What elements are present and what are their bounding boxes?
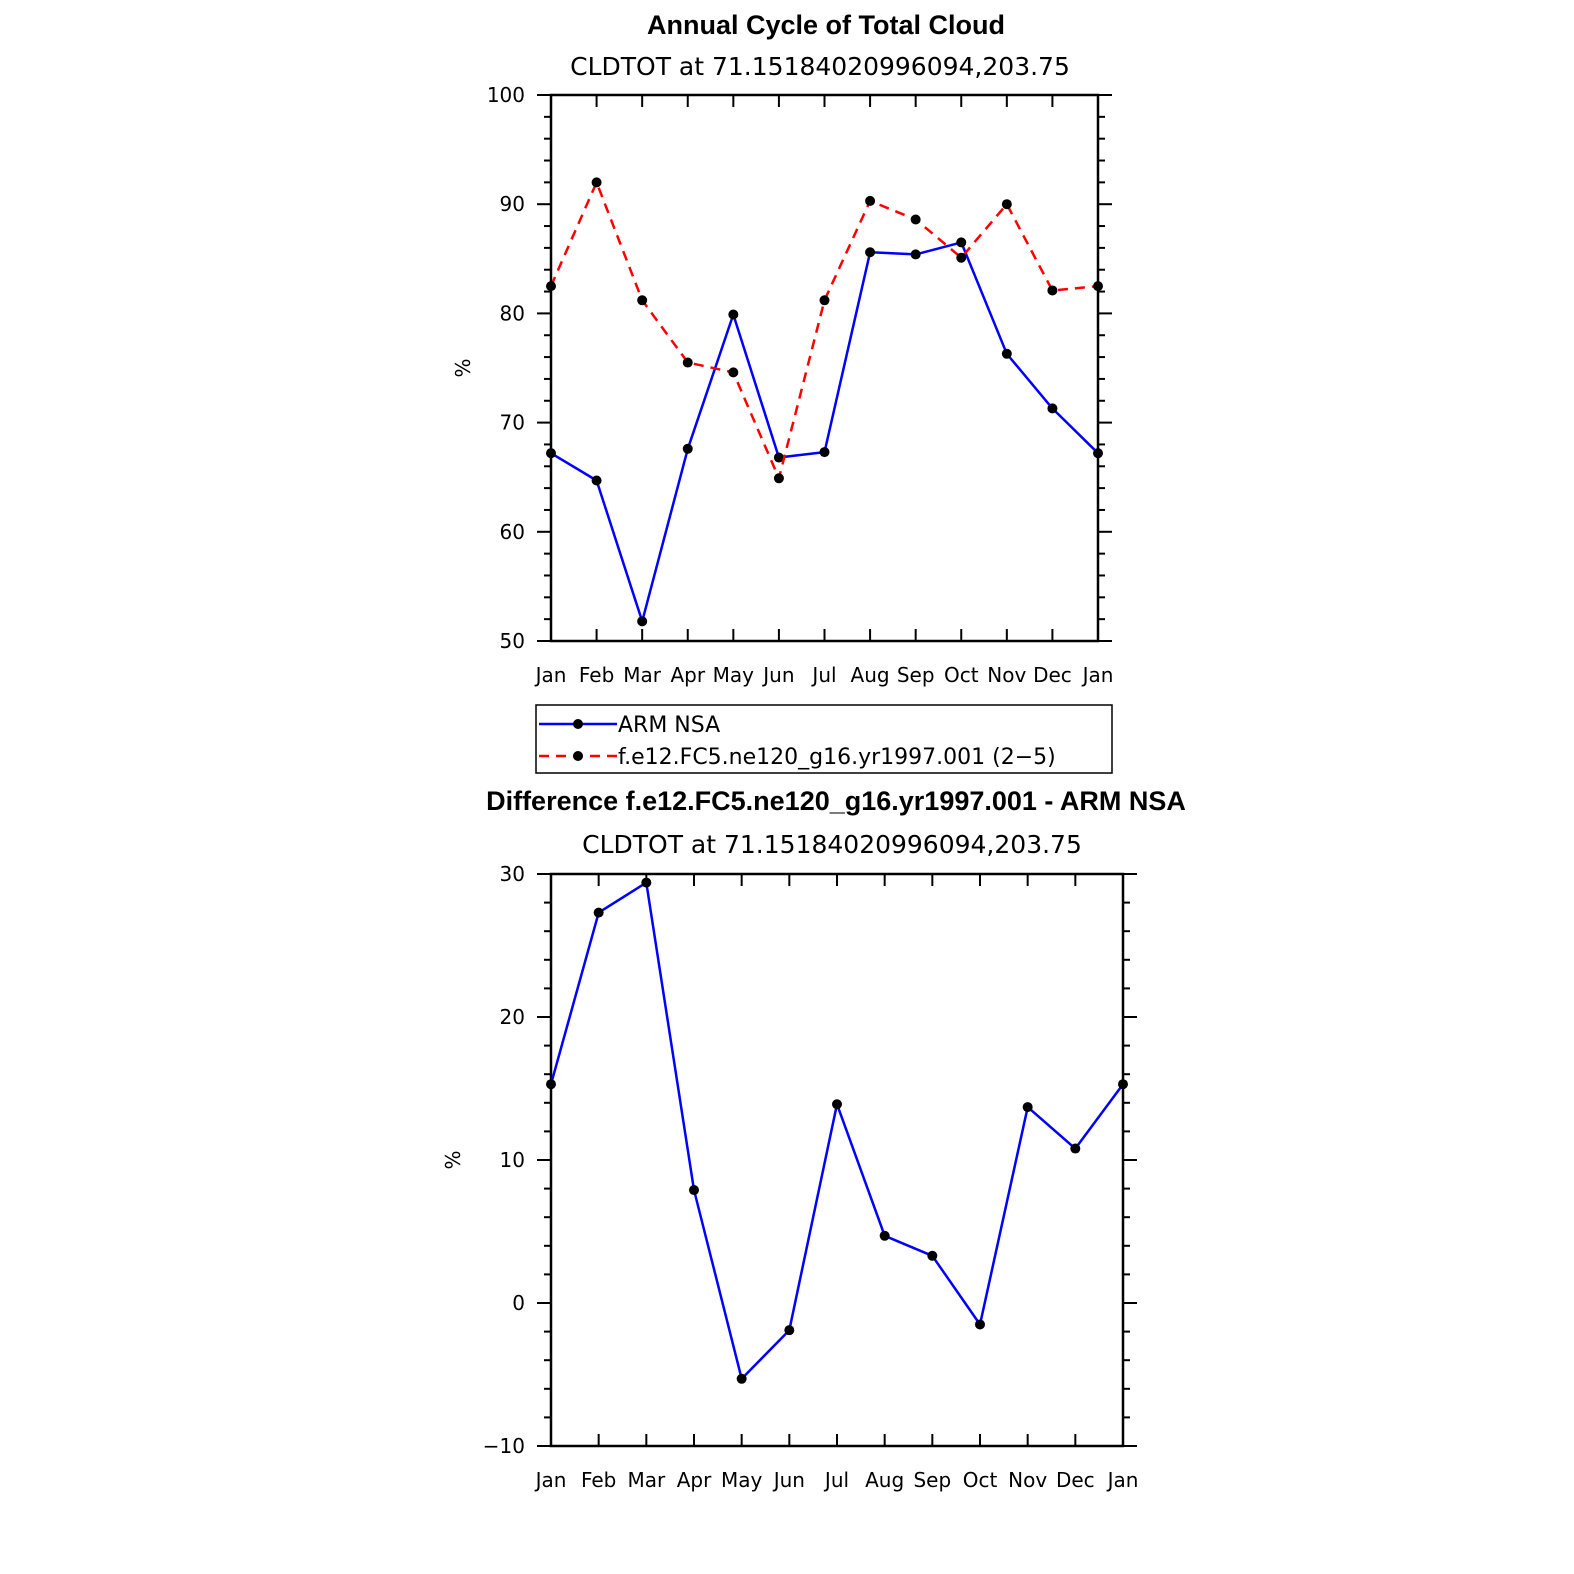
legend-box <box>535 704 1113 774</box>
data-point <box>819 295 830 306</box>
data-point <box>546 281 556 292</box>
data-point <box>1001 199 1012 210</box>
plot-frame <box>549 93 1100 643</box>
chart-title: Annual Cycle of Total Cloud <box>647 10 1005 40</box>
data-point <box>637 295 648 306</box>
x-tick-label: Apr <box>670 663 705 687</box>
chart-subtitle: CLDTOT at 71.15184020996094,203.75 <box>582 830 1082 859</box>
data-point <box>1070 1143 1081 1154</box>
data-point <box>641 877 652 888</box>
data-point <box>956 252 967 263</box>
x-tick-label: May <box>721 1468 763 1492</box>
x-tick-label: Feb <box>579 663 614 687</box>
data-point <box>927 1250 938 1261</box>
x-tick-label: May <box>713 663 755 687</box>
x-tick-label: Nov <box>987 663 1026 687</box>
data-point <box>689 1185 699 1196</box>
difference-chart: Difference f.e12.FC5.ne120_g16.yr1997.00… <box>441 786 1186 1492</box>
x-tick-label: Jul <box>810 663 836 687</box>
data-point <box>910 249 921 260</box>
x-tick-label: Sep <box>913 1468 951 1492</box>
data-point <box>1093 281 1103 292</box>
x-tick-label: Dec <box>1033 663 1072 687</box>
data-point <box>879 1230 890 1241</box>
legend-marker-arm <box>573 719 583 729</box>
data-point <box>773 452 784 463</box>
legend-marker-model <box>573 751 583 761</box>
data-point <box>593 907 604 918</box>
data-point <box>910 214 921 225</box>
axes: Jan Feb Mar Apr May Jun Jul Aug Sep Oct Nov Dec Jan 5… <box>487 83 1114 687</box>
data-point <box>637 616 648 627</box>
y-tick-label: 20 <box>500 1005 525 1029</box>
data-point <box>865 247 876 258</box>
data-point <box>1118 1079 1128 1090</box>
y-tick-label: 30 <box>500 862 525 886</box>
y-axis-label: % <box>451 358 475 377</box>
y-axis-label: % <box>441 1150 465 1169</box>
x-tick-label: Oct <box>963 1468 998 1492</box>
data-point <box>1047 285 1058 296</box>
x-tick-label: Oct <box>944 663 979 687</box>
data-point <box>975 1319 985 1330</box>
data-point <box>773 473 784 484</box>
legend-label-model: f.e12.FC5.ne120_g16.yr1997.001 (2−5) <box>618 745 1056 770</box>
x-tick-label: Sep <box>897 663 935 687</box>
x-tick-label: Feb <box>581 1468 616 1492</box>
axes: Jan Feb Mar Apr May Jun Jul Aug Sep Oct Nov Dec Jan−… <box>483 862 1139 1492</box>
x-tick-label: Mar <box>623 663 662 687</box>
y-tick-label: 90 <box>500 192 525 216</box>
plot-frame <box>549 872 1125 1448</box>
y-tick-label: 100 <box>487 83 525 107</box>
data-point <box>728 367 739 378</box>
y-tick-label: 60 <box>500 520 525 544</box>
x-tick-label: Nov <box>1008 1468 1047 1492</box>
data-point <box>591 177 602 188</box>
series-layer <box>546 177 1103 627</box>
x-tick-label: Aug <box>851 663 890 687</box>
data-point <box>1022 1102 1033 1113</box>
chart-subtitle: CLDTOT at 71.15184020996094,203.75 <box>570 52 1070 81</box>
annual-cycle-chart: Annual Cycle of Total Cloud CLDTOT at 71… <box>451 10 1114 774</box>
y-tick-label: 80 <box>500 301 525 325</box>
x-tick-label: Jun <box>772 1468 805 1492</box>
x-tick-label: Mar <box>627 1468 666 1492</box>
data-point <box>546 1079 556 1090</box>
y-tick-label: 10 <box>500 1148 525 1172</box>
data-point <box>682 357 693 368</box>
data-point <box>956 237 967 248</box>
data-point <box>591 475 602 486</box>
x-tick-label: Jun <box>761 663 794 687</box>
data-point <box>736 1373 747 1384</box>
chart-title: Difference f.e12.FC5.ne120_g16.yr1997.00… <box>486 786 1186 816</box>
y-tick-label: 0 <box>512 1291 525 1315</box>
legend-label-arm: ARM NSA <box>618 713 720 738</box>
x-tick-label: Jan <box>534 1468 567 1492</box>
data-point <box>1047 403 1058 414</box>
data-point <box>1093 448 1103 459</box>
x-tick-label: Aug <box>865 1468 904 1492</box>
data-point <box>784 1325 795 1336</box>
y-tick-label: −10 <box>483 1434 525 1458</box>
y-tick-label: 70 <box>500 411 525 435</box>
data-point <box>1001 348 1012 359</box>
series-line-1 <box>549 181 1099 480</box>
data-point <box>832 1099 842 1110</box>
x-tick-label: Apr <box>677 1468 712 1492</box>
x-tick-label: Jan <box>1081 663 1114 687</box>
y-tick-label: 50 <box>500 629 525 653</box>
data-point <box>546 448 556 459</box>
data-point <box>682 443 693 454</box>
series-line-0 <box>549 881 1125 1381</box>
series-layer <box>546 877 1128 1384</box>
x-tick-label: Jan <box>1106 1468 1139 1492</box>
x-tick-label: Jan <box>534 663 567 687</box>
x-tick-label: Dec <box>1056 1468 1095 1492</box>
x-tick-label: Jul <box>823 1468 849 1492</box>
data-point <box>728 309 739 320</box>
data-point <box>865 195 876 206</box>
data-point <box>819 447 830 458</box>
legend: ARM NSA f.e12.FC5.ne120_g16.yr1997.001 (… <box>535 704 1113 774</box>
